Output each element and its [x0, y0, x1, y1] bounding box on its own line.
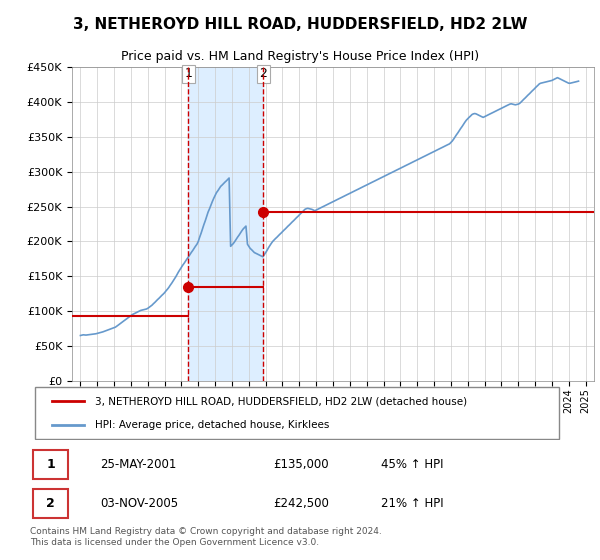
Bar	[188, 67, 263, 381]
Text: 21% ↑ HPI: 21% ↑ HPI	[381, 497, 443, 510]
Text: Contains HM Land Registry data © Crown copyright and database right 2024.
This d: Contains HM Land Registry data © Crown c…	[30, 528, 382, 547]
FancyBboxPatch shape	[35, 388, 559, 438]
Text: 2: 2	[259, 67, 267, 80]
Text: HPI: Average price, detached house, Kirklees: HPI: Average price, detached house, Kirk…	[95, 419, 329, 430]
Text: 1: 1	[184, 67, 192, 80]
Text: Price paid vs. HM Land Registry's House Price Index (HPI): Price paid vs. HM Land Registry's House …	[121, 50, 479, 63]
Text: 2: 2	[46, 497, 55, 510]
FancyBboxPatch shape	[33, 450, 68, 479]
Text: 25-MAY-2001: 25-MAY-2001	[100, 458, 176, 471]
Text: £242,500: £242,500	[273, 497, 329, 510]
Text: 3, NETHEROYD HILL ROAD, HUDDERSFIELD, HD2 2LW (detached house): 3, NETHEROYD HILL ROAD, HUDDERSFIELD, HD…	[95, 396, 467, 407]
Text: 03-NOV-2005: 03-NOV-2005	[100, 497, 178, 510]
Text: 1: 1	[46, 458, 55, 471]
FancyBboxPatch shape	[33, 489, 68, 519]
Text: 3, NETHEROYD HILL ROAD, HUDDERSFIELD, HD2 2LW: 3, NETHEROYD HILL ROAD, HUDDERSFIELD, HD…	[73, 17, 527, 32]
Text: £135,000: £135,000	[273, 458, 329, 471]
Text: 45% ↑ HPI: 45% ↑ HPI	[381, 458, 443, 471]
